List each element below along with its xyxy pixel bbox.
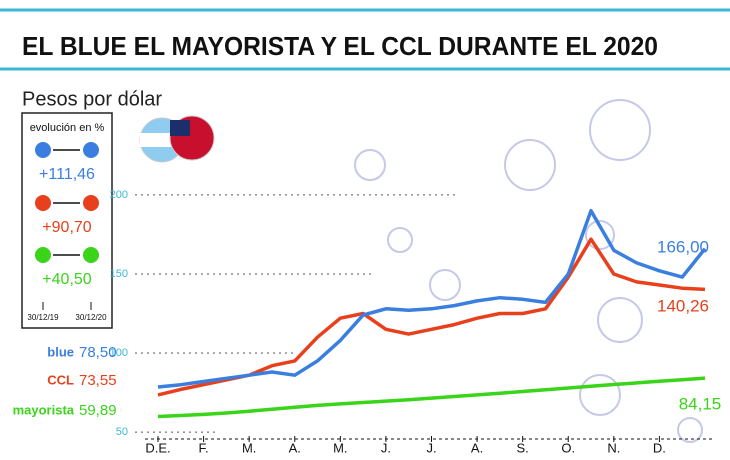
x-tick-label: A.	[471, 440, 483, 455]
y-tick-label: 50	[116, 426, 128, 438]
end-label: 166,00	[657, 237, 709, 256]
chart-title: EL BLUE EL MAYORISTA Y EL CCL DURANTE EL…	[22, 31, 658, 61]
virus-decor	[354, 99, 703, 443]
end-label: 84,15	[679, 394, 722, 413]
x-tick-label: J.	[381, 440, 391, 455]
end-label: 140,26	[657, 296, 709, 315]
x-tick-label: J.	[426, 440, 436, 455]
x-tick-label: N.	[607, 440, 620, 455]
x-tick-label: D.	[653, 440, 666, 455]
flags	[139, 115, 215, 163]
series-line	[157, 208, 707, 389]
change-label: +40,50	[42, 271, 91, 288]
start-label: 73,55	[79, 372, 117, 389]
x-tick-label: D.E.	[145, 440, 170, 455]
legend-dot	[83, 195, 99, 211]
legend-dot	[35, 142, 51, 158]
x-tick-label: M.	[333, 440, 347, 455]
start-label: 59,89	[79, 402, 117, 419]
x-tick-label: O.	[561, 440, 575, 455]
start-label: 78,50	[79, 344, 117, 361]
y-tick-label: 150	[110, 268, 128, 280]
legend-dot	[35, 247, 51, 263]
series-name: mayorista	[13, 402, 75, 417]
change-label: +111,46	[39, 166, 95, 183]
series-name: CCL	[47, 372, 74, 387]
evolution-panel	[21, 112, 113, 329]
y-tick-label: 100	[110, 347, 128, 359]
legend-dot	[83, 142, 99, 158]
series-name: blue	[47, 344, 74, 359]
y-tick-label: 200	[110, 189, 128, 201]
x-tick-label: A.	[289, 440, 301, 455]
date-label: 30/12/20	[75, 313, 107, 322]
change-label: +90,70	[42, 219, 91, 236]
x-tick-label: M.	[242, 440, 256, 455]
x-tick-label: F.	[199, 440, 209, 455]
legend-dot	[35, 195, 51, 211]
date-label: 30/12/19	[27, 313, 59, 322]
evolution-title: evolución en %	[30, 122, 105, 134]
chart-subtitle: Pesos por dólar	[22, 88, 162, 110]
x-tick-label: S.	[517, 440, 529, 455]
series-line	[157, 376, 706, 419]
flag-canton	[170, 120, 190, 136]
legend-dot	[83, 247, 99, 263]
